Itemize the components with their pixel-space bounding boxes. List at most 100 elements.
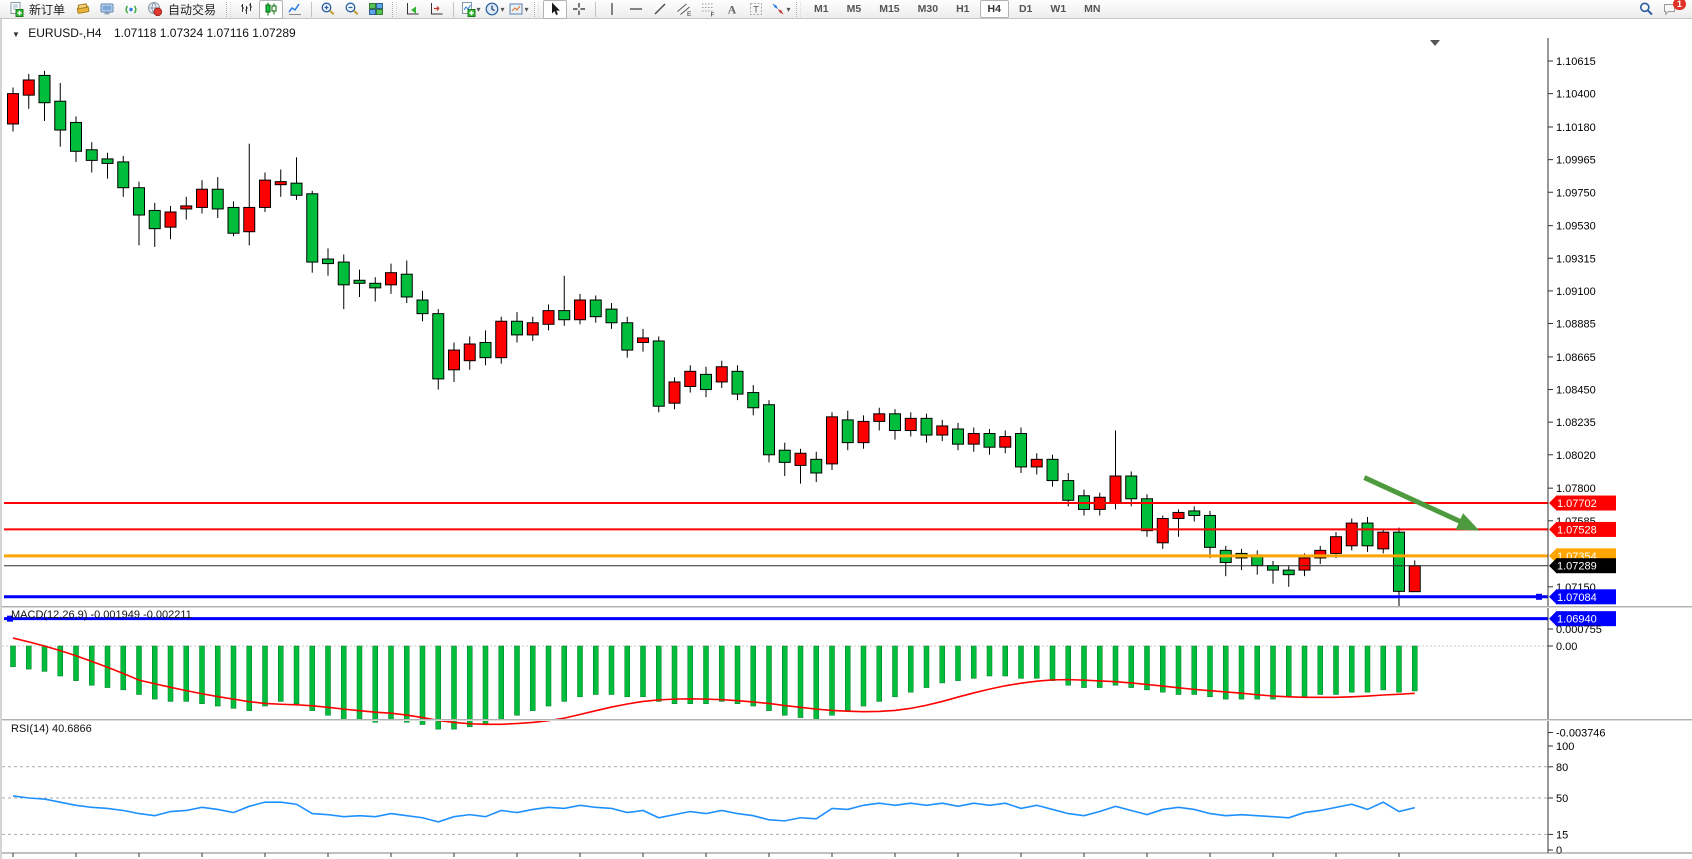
price-tick-label: 1.10615 xyxy=(1556,56,1596,68)
macd-histogram-bar xyxy=(1396,645,1402,693)
cursor-button[interactable] xyxy=(543,0,568,19)
macd-histogram-bar xyxy=(498,645,504,721)
chart-shift-button[interactable] xyxy=(425,0,449,19)
macd-histogram-bar xyxy=(1223,645,1229,700)
indicators-button[interactable]: ▾ xyxy=(458,0,482,19)
horizontal-lines[interactable] xyxy=(4,502,1548,622)
macd-histogram-bar xyxy=(640,645,646,698)
line-handle[interactable] xyxy=(1536,593,1542,600)
tf-D1[interactable]: D1 xyxy=(1018,3,1033,15)
dropdown-caret-icon[interactable]: ▾ xyxy=(786,4,791,14)
candle-body xyxy=(526,322,539,336)
trendline-button[interactable] xyxy=(648,0,672,19)
price-tick-label: 1.07800 xyxy=(1556,483,1596,495)
macd-pane[interactable] xyxy=(2,637,1548,730)
new-order-button-label[interactable]: 新订单 xyxy=(29,2,66,17)
autotrading-button-label[interactable]: 自动交易 xyxy=(168,2,217,17)
macd-histogram-bar xyxy=(1081,645,1087,688)
macd-histogram-bar xyxy=(1112,645,1119,686)
macd-histogram-bar xyxy=(120,645,126,691)
crosshair-button[interactable] xyxy=(567,0,591,19)
chart-bg xyxy=(2,38,1692,859)
time-axis[interactable] xyxy=(2,835,1692,859)
line-handle[interactable] xyxy=(7,615,13,622)
zoom-in-button[interactable] xyxy=(316,0,340,19)
dropdown-caret-icon[interactable]: ▾ xyxy=(524,4,529,14)
rsi-pane[interactable] xyxy=(2,766,1548,835)
price-badge-text: 1.07084 xyxy=(1557,592,1597,604)
terminal-button[interactable] xyxy=(95,0,119,19)
auto-scroll-icon xyxy=(407,3,419,15)
pane-splitter-rsi[interactable] xyxy=(2,719,1692,721)
macd-histogram-bar xyxy=(1160,645,1166,693)
text-button[interactable]: A xyxy=(720,0,744,19)
macd-axis-label: -0.003746 xyxy=(1556,728,1606,740)
crosshair-icon xyxy=(573,3,586,15)
tf-M5[interactable]: M5 xyxy=(846,3,862,15)
candlestick-chart-button[interactable] xyxy=(259,0,284,19)
tf-H4[interactable]: H4 xyxy=(979,0,1009,18)
dropdown-caret-icon[interactable]: ▾ xyxy=(476,4,481,14)
new-order-icon xyxy=(10,2,24,17)
macd-histogram-bar xyxy=(419,645,426,725)
chart-shift-marker[interactable] xyxy=(1430,40,1440,46)
candle-body xyxy=(684,370,697,387)
pane-splitter-macd[interactable] xyxy=(2,606,1692,608)
tf-MN[interactable]: MN xyxy=(1084,3,1101,15)
macd-histogram-bar xyxy=(167,645,174,702)
macd-histogram-bar xyxy=(734,645,741,704)
candle-body xyxy=(936,425,949,436)
candle-body xyxy=(1282,569,1295,576)
zoom-out-icon xyxy=(345,2,359,16)
chat-button[interactable]: 1 xyxy=(1658,0,1686,18)
macd-histogram-bar xyxy=(829,645,835,716)
horizontal-line-button[interactable] xyxy=(624,0,648,19)
autotrading-button[interactable] xyxy=(143,0,167,19)
bar-chart-icon xyxy=(241,3,253,14)
macd-histogram-bar xyxy=(908,645,914,693)
new-order-button[interactable] xyxy=(4,0,28,19)
candle-body xyxy=(920,417,933,436)
tf-M30[interactable]: M30 xyxy=(917,3,939,15)
arrows-button[interactable]: ▾ xyxy=(768,0,792,19)
candle-body xyxy=(1408,565,1421,593)
equidistant-channel-button[interactable]: E xyxy=(672,0,696,19)
candle-body xyxy=(511,320,523,336)
candle-body xyxy=(432,313,445,380)
vertical-line-button[interactable] xyxy=(600,0,624,19)
fibonacci-button[interactable]: F xyxy=(696,0,720,19)
auto-scroll-button[interactable] xyxy=(401,0,425,19)
autotrading-icon xyxy=(148,2,163,17)
candle-body xyxy=(668,381,681,404)
macd-histogram-bar xyxy=(577,645,583,698)
search-button[interactable] xyxy=(1634,0,1658,19)
macd-histogram-bar xyxy=(435,645,441,730)
price-axis[interactable] xyxy=(1546,19,1692,834)
macd-histogram-bar xyxy=(57,645,63,677)
text-label-button[interactable]: T xyxy=(744,0,768,19)
tf-M1[interactable]: M1 xyxy=(814,3,829,15)
periods-button[interactable]: ▾ xyxy=(482,0,506,19)
templates-button[interactable]: ▾ xyxy=(506,0,530,19)
axis-bg xyxy=(1548,38,1692,859)
arrow-annotation[interactable] xyxy=(1363,475,1480,531)
macd-histogram-bar xyxy=(687,645,693,704)
dropdown-caret-icon[interactable]: ▾ xyxy=(500,4,505,14)
candle-body xyxy=(274,181,287,186)
chart-canvas[interactable]: 1.10615 1.10400 1.10180 1.09965 1.09750 1.095… xyxy=(2,19,1692,859)
candle-body xyxy=(810,458,823,474)
tf-W1[interactable]: W1 xyxy=(1050,3,1067,15)
tile-windows-button[interactable] xyxy=(364,0,388,19)
signals-button[interactable] xyxy=(119,0,143,19)
line-chart-button[interactable] xyxy=(283,0,307,19)
candle-body xyxy=(1330,536,1342,554)
zoom-out-button[interactable] xyxy=(340,0,364,19)
bar-chart-button[interactable] xyxy=(235,0,259,19)
tf-H1[interactable]: H1 xyxy=(956,3,970,15)
tf-M15[interactable]: M15 xyxy=(879,3,900,15)
macd-histogram-bar xyxy=(246,645,252,711)
market-watch-button[interactable] xyxy=(71,0,95,19)
chevron-down-icon[interactable]: ▼ xyxy=(12,30,20,39)
macd-histogram-bar xyxy=(955,645,961,681)
price-badge-text: 1.07289 xyxy=(1557,561,1597,573)
